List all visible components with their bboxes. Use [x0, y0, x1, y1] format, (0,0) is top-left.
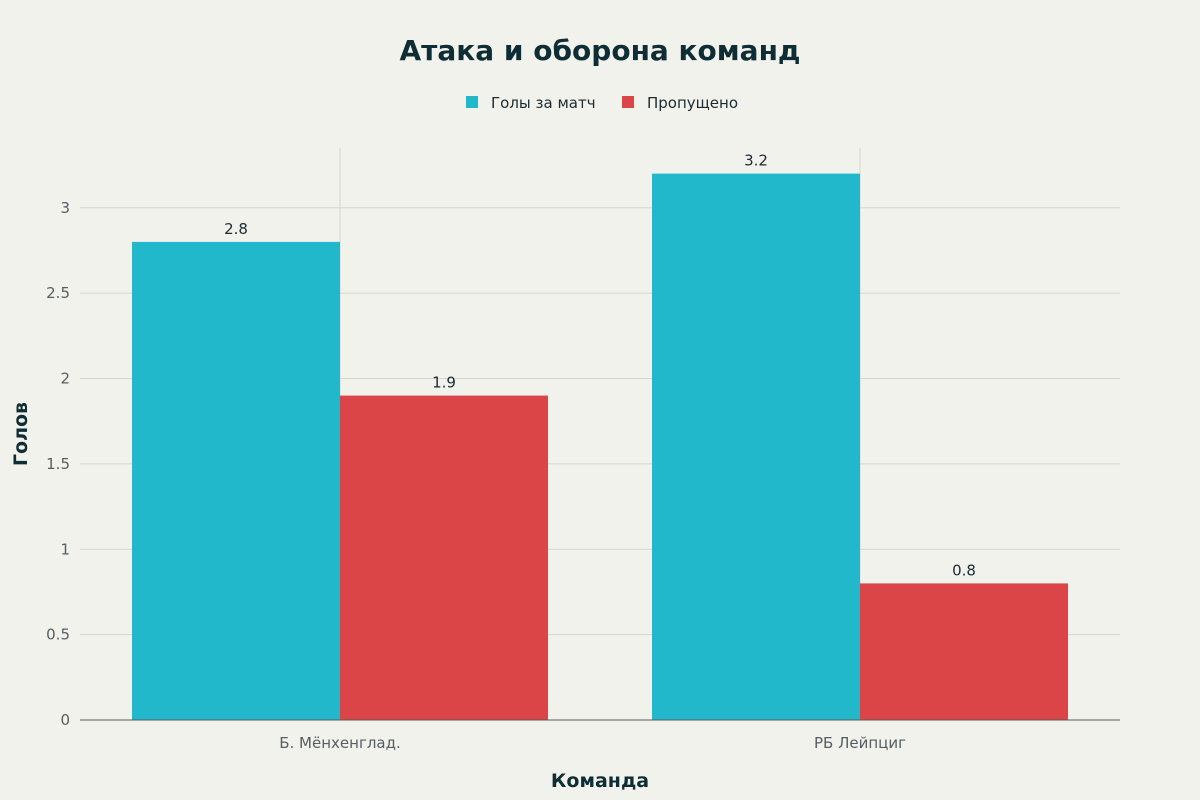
bar [132, 241, 340, 720]
bars [132, 173, 1068, 720]
bar-value-label: 2.8 [224, 220, 248, 238]
bar [860, 583, 1068, 720]
chart-title: Атака и оборона команд [399, 34, 800, 67]
y-tick-label: 1 [60, 540, 70, 558]
bar [340, 395, 548, 720]
legend-label-goals: Голы за матч [491, 94, 596, 112]
x-tick-label: РБ Лейпциг [814, 734, 906, 752]
y-tick-label: 2 [60, 370, 70, 388]
y-tick-label: 0.5 [46, 626, 70, 644]
legend: Голы за матч Пропущено [466, 94, 738, 112]
bar-value-label: 1.9 [432, 374, 456, 392]
legend-label-conceded: Пропущено [647, 94, 738, 112]
y-tick-label: 3 [60, 199, 70, 217]
bar-value-label: 3.2 [744, 152, 768, 170]
x-axis-title: Команда [551, 770, 649, 792]
y-tick-label: 1.5 [46, 455, 70, 473]
axes: 0 0.5 1 1.5 2 2.5 3 Б. Мёнхенглад. РБ Лейпциг [46, 199, 1120, 752]
legend-swatch-goals [466, 96, 478, 108]
legend-swatch-conceded [622, 96, 634, 108]
x-tick-label: Б. Мёнхенглад. [279, 734, 401, 752]
data-labels: 2.8 3.2 1.9 0.8 [224, 152, 976, 580]
bar [652, 173, 860, 720]
y-axis-title: Голов [10, 402, 32, 466]
y-tick-label: 0 [60, 711, 70, 729]
y-tick-label: 2.5 [46, 284, 70, 302]
bar-value-label: 0.8 [952, 561, 976, 579]
